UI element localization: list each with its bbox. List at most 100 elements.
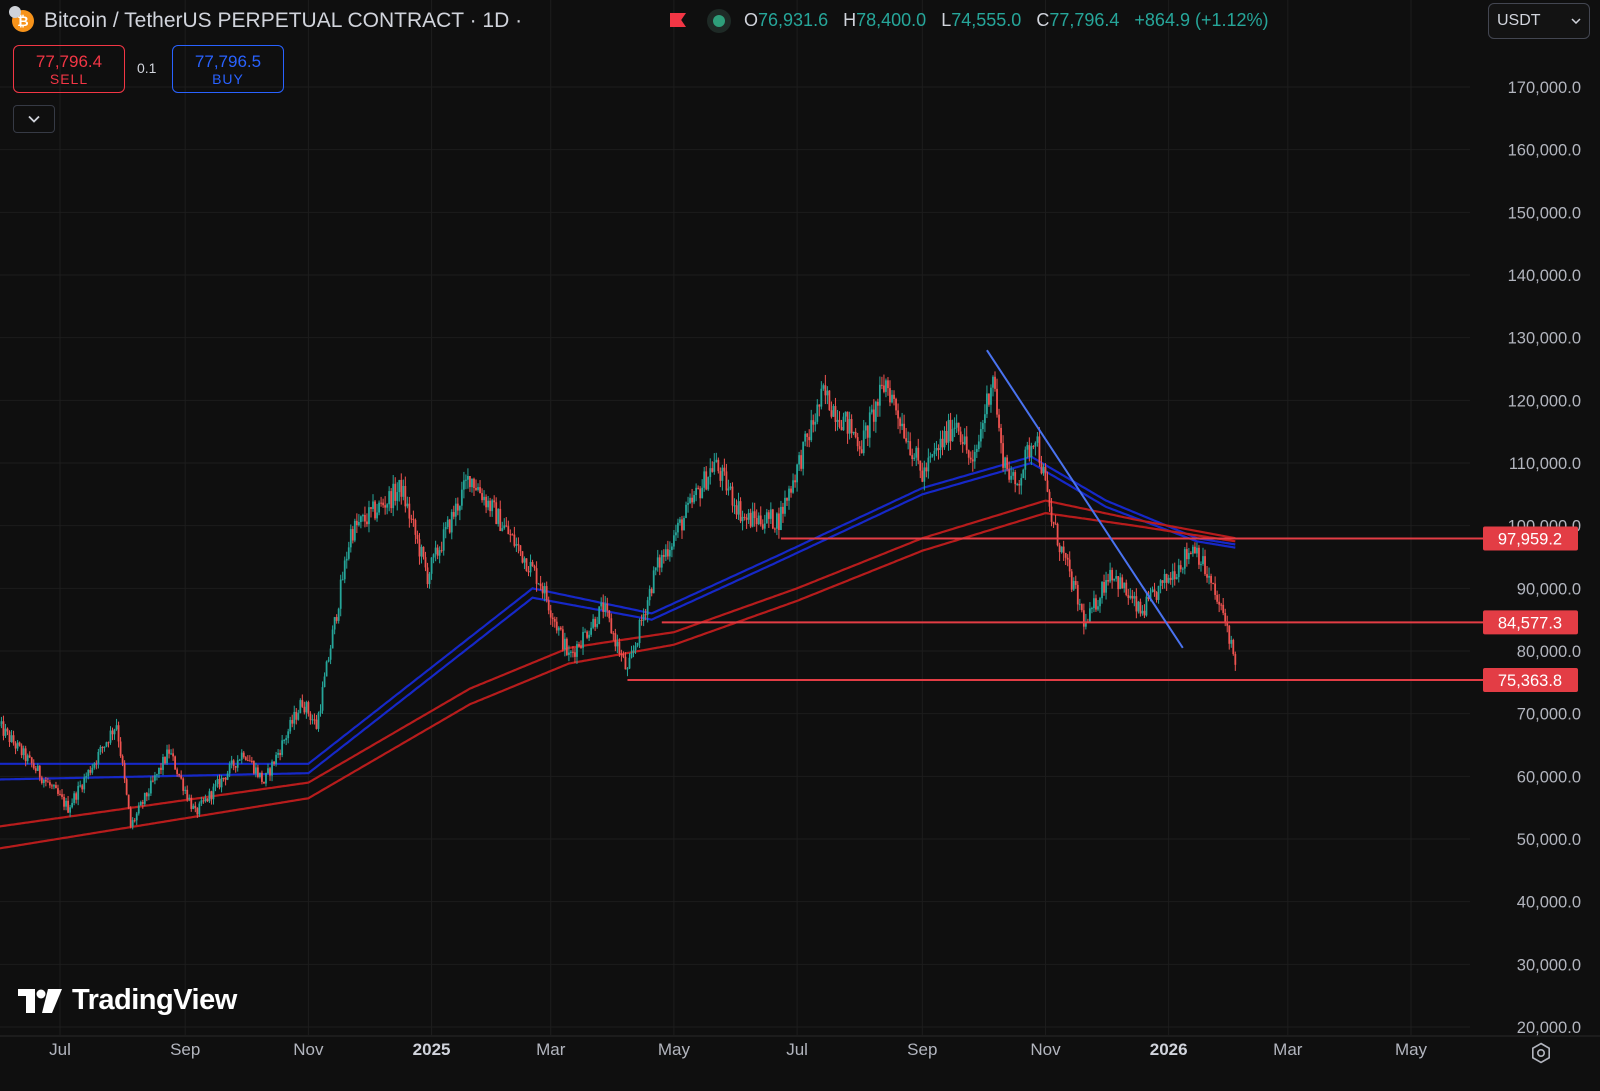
buy-button[interactable]: 77,796.5 BUY [172,45,284,93]
candle-body [192,806,194,809]
candle-body [893,395,895,399]
tradingview-logo[interactable]: TradingView [18,984,237,1017]
candle-body [301,700,303,707]
candle-body [542,586,544,593]
candle-body [843,417,845,431]
candle-body [253,761,255,773]
candle-body [1168,578,1170,583]
tradingview-logo-icon [18,989,62,1013]
candle-body [386,504,388,507]
candle-body [69,807,71,812]
candle-body [1095,598,1097,609]
candle-body [229,764,231,774]
candle-body [760,516,762,525]
candle-body [877,402,879,406]
candle-body [140,802,142,805]
candle-body [835,406,837,422]
price-tick-label: 170,000.0 [1508,79,1581,97]
candle-body [342,579,344,580]
time-tick-label: 2025 [413,1040,451,1059]
candle-body [507,526,509,534]
candle-body [744,517,746,518]
collapse-panel-button[interactable] [13,105,55,133]
candle-body [879,385,881,406]
candle-body [602,603,604,612]
candle-body [237,760,239,767]
currency-select[interactable]: USDT [1488,3,1590,39]
candle-body [621,654,623,655]
candle-body [1176,577,1178,579]
candle-body [770,509,772,518]
candle-body [705,471,707,489]
candle-body [689,498,691,503]
candle-body [631,653,633,658]
candle-body [530,562,532,572]
candle-body [687,503,689,505]
candle-body [1014,472,1016,484]
candle-body [382,503,384,506]
candle-body [614,633,616,646]
candle-body [287,731,289,738]
candle-body [1212,583,1214,584]
candle-body [635,646,637,650]
candle-body [936,448,938,451]
candle-body [1164,574,1166,583]
quantity-value[interactable]: 0.1 [137,60,156,76]
candle-body [610,618,612,633]
candle-body [732,487,734,506]
candle-body [261,773,263,782]
candle-body [776,513,778,528]
candle-body [792,480,794,492]
candle-body [867,426,869,438]
candle-body [1093,598,1095,608]
candle-body [891,395,893,403]
candle-body [1194,547,1196,554]
candle-body [267,768,269,773]
symbol-title[interactable]: Bitcoin / TetherUS PERPETUAL CONTRACT · … [44,9,522,33]
candle-body [1162,580,1164,583]
candle-body [408,504,410,519]
trend-lines[interactable] [987,350,1183,648]
sell-button[interactable]: 77,796.4 SELL [13,45,125,93]
candle-body [406,504,408,507]
candle-body [255,767,257,773]
candle-body [243,753,245,758]
candle-body [1190,553,1192,554]
candle-body [857,437,859,446]
candle-body [598,606,600,624]
candle-body [764,523,766,528]
candle-body [497,509,499,524]
price-axis[interactable]: 170,000.0160,000.0150,000.0140,000.0130,… [1483,79,1581,1037]
candle-body [1172,571,1174,580]
candle-body [1030,446,1032,457]
settings-icon[interactable] [1530,1042,1552,1064]
candle-body [1214,584,1216,595]
candle-body [188,798,190,800]
time-tick-label: May [658,1040,691,1059]
candle-body [841,427,843,430]
candle-body [7,729,9,732]
price-tick-label: 90,000.0 [1517,580,1581,598]
candle-body [112,731,114,735]
horizontal-levels[interactable] [627,538,1490,680]
candle-body [1152,589,1154,592]
candle-body [1182,569,1184,570]
candle-body [780,507,782,530]
candle-body [562,629,564,649]
candle-body [9,731,11,742]
candle-body [960,431,962,441]
candle-body [174,756,176,769]
candle-body [726,471,728,490]
trend-line[interactable] [987,350,1183,648]
candle-body [1103,582,1105,593]
candle-body [457,504,459,511]
candle-body [485,497,487,507]
candle-body [1117,576,1119,589]
symbol-header[interactable]: ₿ Bitcoin / TetherUS PERPETUAL CONTRACT … [12,6,522,36]
candle-body [1160,580,1162,586]
status-dot-icon [707,9,731,33]
candle-body [176,769,178,774]
